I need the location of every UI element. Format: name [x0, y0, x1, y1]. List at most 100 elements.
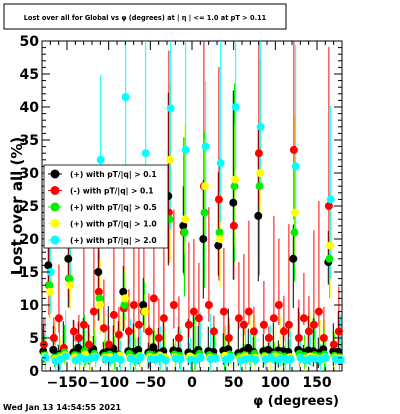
data-point	[104, 340, 113, 349]
data-point	[124, 327, 133, 336]
data-point	[304, 327, 313, 336]
title-frame	[3, 3, 287, 30]
data-point	[224, 334, 233, 342]
y-tick-label: 45	[20, 67, 39, 83]
data-point	[325, 254, 334, 263]
x-tick-label: 150	[302, 375, 331, 391]
data-point	[286, 355, 295, 364]
data-point	[231, 103, 240, 111]
data-point	[229, 221, 238, 230]
data-point	[201, 182, 210, 191]
data-point	[289, 254, 298, 263]
data-point	[54, 314, 63, 323]
data-point	[321, 353, 330, 362]
data-point	[121, 294, 130, 303]
data-point	[96, 301, 105, 309]
data-point	[215, 228, 224, 237]
data-point	[169, 301, 178, 309]
data-point	[209, 327, 218, 336]
legend-entry-label: (-) with pT/|q| > 0.1	[70, 187, 154, 197]
x-tick-label: −150	[47, 375, 88, 391]
data-point	[149, 294, 158, 303]
data-point	[251, 355, 260, 364]
data-point	[184, 320, 193, 329]
chart-title-box: Lost over all for Global vs φ (degrees) …	[3, 3, 287, 30]
x-tick-label: 0	[187, 375, 197, 391]
data-point	[291, 208, 300, 217]
data-point	[199, 235, 208, 243]
data-point	[181, 145, 190, 154]
data-point	[289, 145, 298, 154]
data-point	[326, 195, 335, 204]
data-point	[139, 301, 148, 309]
data-point	[201, 142, 210, 151]
legend-marker	[50, 219, 60, 228]
data-point	[244, 307, 253, 316]
data-point	[211, 354, 220, 363]
legend-marker	[50, 235, 60, 245]
data-markers	[39, 93, 345, 366]
data-point	[49, 334, 58, 342]
data-point	[91, 353, 100, 362]
data-point	[120, 301, 129, 309]
data-point	[216, 159, 225, 168]
data-point	[114, 330, 123, 339]
data-point	[74, 334, 83, 342]
data-point	[254, 149, 263, 158]
data-point	[46, 268, 55, 276]
data-point	[79, 320, 88, 329]
data-point	[46, 287, 55, 296]
data-point	[166, 155, 175, 164]
y-tick-label: 35	[20, 133, 39, 149]
data-point	[174, 334, 183, 342]
data-point	[121, 93, 130, 102]
legend-entry-label: (+) with pT/|q| > 1.0	[70, 220, 157, 230]
data-point	[256, 122, 265, 131]
data-point	[166, 104, 175, 113]
data-point	[231, 175, 240, 184]
data-point	[141, 149, 150, 158]
data-point	[216, 235, 225, 243]
data-point	[256, 169, 265, 177]
chart-title: Lost over all for Global vs φ (degrees) …	[24, 14, 267, 23]
legend-frame	[43, 164, 169, 249]
data-point	[96, 155, 105, 164]
data-point	[214, 241, 223, 250]
y-tick-label: 25	[20, 199, 39, 215]
axes: 0 5 10 15 20 25 30 35 40 45 50 −150 −100 −50 0 50 100 150	[20, 34, 342, 391]
data-point	[66, 281, 75, 290]
legend-marker	[50, 169, 60, 179]
y-tick-label: 10	[20, 298, 40, 314]
data-point	[294, 334, 303, 342]
y-tick-label: 30	[20, 166, 40, 182]
legend: (+) with pT/|q| > 0.1 (-) with pT/|q| > 0…	[43, 164, 169, 249]
legend-entry-label: (+) with pT/|q| > 0.5	[70, 203, 157, 213]
legend-marker	[50, 202, 60, 212]
data-point	[336, 355, 345, 364]
data-point	[180, 228, 189, 237]
data-point	[64, 254, 73, 263]
data-point	[95, 294, 104, 303]
data-point	[214, 195, 223, 204]
data-point	[134, 320, 143, 329]
data-point	[249, 327, 258, 336]
data-point	[116, 355, 125, 364]
data-point	[230, 182, 239, 191]
data-point	[229, 198, 238, 207]
data-point	[189, 307, 198, 316]
data-point	[161, 356, 170, 365]
timestamp: Wed Jan 13 14:54:55 2021	[3, 403, 122, 412]
data-point	[204, 301, 213, 309]
data-point	[194, 314, 203, 323]
data-point	[94, 287, 103, 296]
data-point	[176, 355, 185, 364]
data-point	[69, 327, 78, 336]
data-point	[255, 182, 264, 191]
data-point	[319, 334, 328, 342]
data-point	[329, 340, 338, 349]
x-tick-label: −100	[88, 375, 129, 391]
data-point	[254, 211, 263, 220]
data-point	[284, 320, 293, 329]
data-point	[84, 340, 93, 349]
data-point	[219, 307, 228, 316]
